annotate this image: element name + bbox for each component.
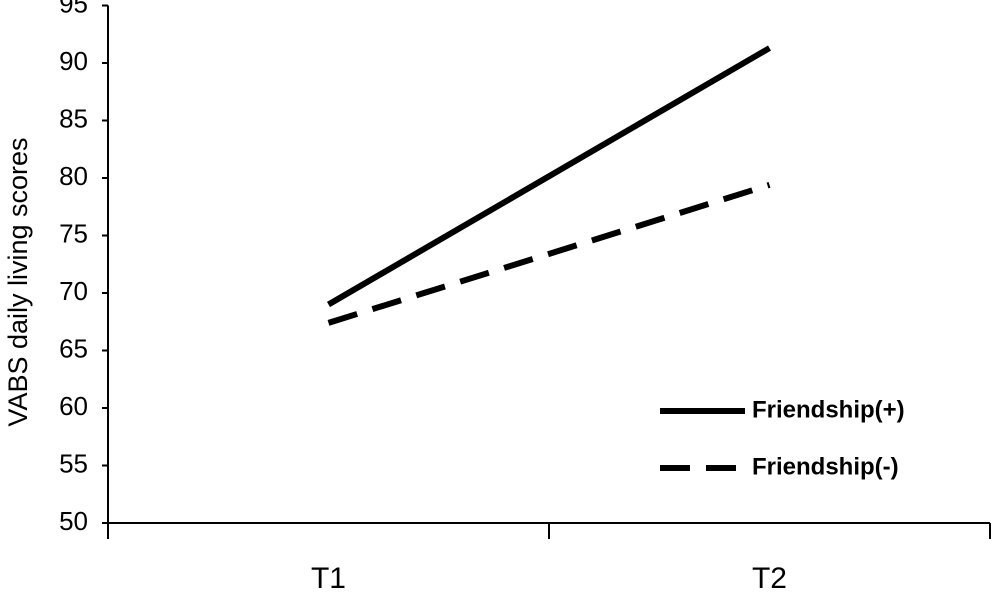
y-tick-label: 65	[59, 333, 88, 363]
y-tick-label: 80	[59, 161, 88, 191]
series-line	[326, 45, 772, 308]
y-tick-label: 50	[59, 506, 88, 536]
y-axis-label: VABS daily living scores	[3, 137, 33, 426]
y-tick-label: 70	[59, 276, 88, 306]
y-tick-label: 90	[59, 46, 88, 76]
legend-label: Friendship(-)	[752, 453, 899, 480]
legend-label: Friendship(+)	[752, 396, 905, 423]
x-tick-label: T1	[311, 562, 346, 595]
x-tick-label: T2	[752, 562, 787, 595]
y-tick-label: 55	[59, 448, 88, 478]
series-line	[327, 182, 771, 326]
y-tick-label: 95	[59, 0, 88, 18]
y-tick-label: 75	[59, 218, 88, 248]
y-tick-label: 85	[59, 103, 88, 133]
y-tick-label: 60	[59, 391, 88, 421]
